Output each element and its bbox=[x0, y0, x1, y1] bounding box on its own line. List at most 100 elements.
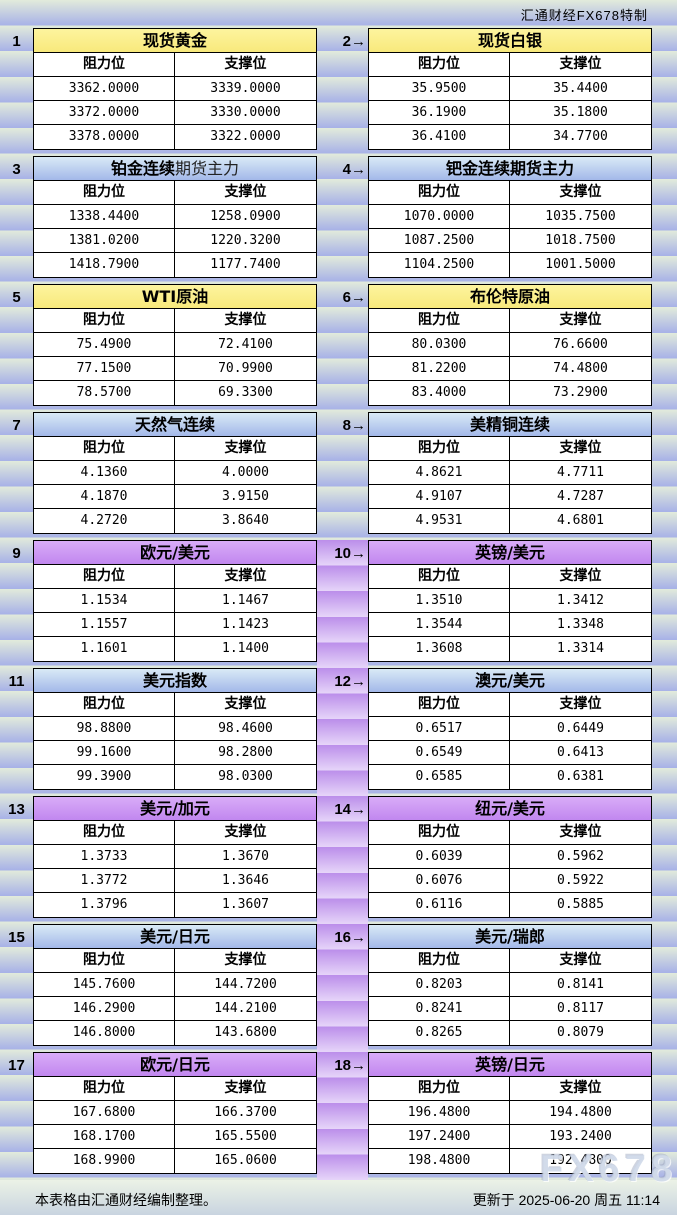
panel-pair-row: 3 铂金连续期货主力 阻力位 支撑位 1338.4400 1258.0900 1… bbox=[0, 156, 677, 284]
panel-pair-row: 13 美元/加元 阻力位 支撑位 1.3733 1.3670 1.3772 1.… bbox=[0, 796, 677, 924]
value-cell: 1.1467 bbox=[175, 589, 316, 613]
value-cell: 0.8117 bbox=[510, 997, 651, 1021]
col-header-support: 支撑位 bbox=[510, 437, 651, 461]
value-cell: 1.3510 bbox=[369, 589, 510, 613]
value-cell: 0.6381 bbox=[510, 765, 651, 789]
value-cell: 0.5962 bbox=[510, 845, 651, 869]
value-cell: 0.6039 bbox=[369, 845, 510, 869]
value-cell: 1035.7500 bbox=[510, 205, 651, 229]
panel-title: 英镑/日元 bbox=[368, 1052, 652, 1077]
panel-pair-row: 5 WTI原油 阻力位 支撑位 75.4900 72.4100 77.1500 … bbox=[0, 284, 677, 412]
value-cell: 1.1557 bbox=[34, 613, 175, 637]
gutter: 10→ bbox=[317, 540, 368, 668]
panel-title: WTI原油 bbox=[33, 284, 317, 309]
col-header-support: 支撑位 bbox=[510, 1077, 651, 1101]
gutter: 14→ bbox=[317, 796, 368, 924]
value-cell: 0.8265 bbox=[369, 1021, 510, 1045]
col-header-resistance: 阻力位 bbox=[369, 693, 510, 717]
panel-number-right: 2→ bbox=[342, 33, 366, 50]
value-cell: 168.9900 bbox=[34, 1149, 175, 1173]
panel-title: 布伦特原油 bbox=[368, 284, 652, 309]
value-cell: 80.0300 bbox=[369, 333, 510, 357]
value-cell: 1381.0200 bbox=[34, 229, 175, 253]
value-cell: 1.3646 bbox=[175, 869, 316, 893]
col-header-resistance: 阻力位 bbox=[34, 821, 175, 845]
value-cell: 3378.0000 bbox=[34, 125, 175, 149]
value-cell: 77.1500 bbox=[34, 357, 175, 381]
col-header-resistance: 阻力位 bbox=[369, 821, 510, 845]
instrument-panel: 欧元/美元 阻力位 支撑位 1.1534 1.1467 1.1557 1.142… bbox=[33, 540, 317, 662]
value-cell: 36.1900 bbox=[369, 101, 510, 125]
col-header-support: 支撑位 bbox=[510, 53, 651, 77]
value-cell: 98.2800 bbox=[175, 741, 316, 765]
col-header-support: 支撑位 bbox=[510, 693, 651, 717]
value-cell: 193.2400 bbox=[510, 1125, 651, 1149]
value-cell: 3.9150 bbox=[175, 485, 316, 509]
value-cell: 0.8241 bbox=[369, 997, 510, 1021]
panel-title: 美元/加元 bbox=[33, 796, 317, 821]
panel-title: 钯金连续期货主力 bbox=[368, 156, 652, 181]
col-header-resistance: 阻力位 bbox=[369, 565, 510, 589]
value-cell: 1.3608 bbox=[369, 637, 510, 661]
gutter: 6→ bbox=[317, 284, 368, 412]
panel-number-left: 15 bbox=[8, 929, 25, 946]
value-cell: 196.4800 bbox=[369, 1101, 510, 1125]
value-cell: 192.4800 bbox=[510, 1149, 651, 1173]
value-cell: 36.4100 bbox=[369, 125, 510, 149]
value-cell: 143.6800 bbox=[175, 1021, 316, 1045]
panel-title: 美元/日元 bbox=[33, 924, 317, 949]
value-cell: 1.3670 bbox=[175, 845, 316, 869]
levels-table: 阻力位 支撑位 1.3733 1.3670 1.3772 1.3646 1.37… bbox=[33, 821, 317, 918]
panel-number-right: 12→ bbox=[334, 673, 366, 690]
panel-number-right: 16→ bbox=[334, 929, 366, 946]
value-cell: 146.8000 bbox=[34, 1021, 175, 1045]
levels-table: 阻力位 支撑位 0.8203 0.8141 0.8241 0.8117 0.82… bbox=[368, 949, 652, 1046]
panel-title: 澳元/美元 bbox=[368, 668, 652, 693]
col-header-support: 支撑位 bbox=[175, 309, 316, 333]
value-cell: 4.7287 bbox=[510, 485, 651, 509]
instrument-panel: 美精铜连续 阻力位 支撑位 4.8621 4.7711 4.9107 4.728… bbox=[368, 412, 652, 534]
col-header-resistance: 阻力位 bbox=[369, 949, 510, 973]
value-cell: 35.9500 bbox=[369, 77, 510, 101]
panel-title: 美元/瑞郎 bbox=[368, 924, 652, 949]
col-header-resistance: 阻力位 bbox=[34, 309, 175, 333]
panel-number-right: 6→ bbox=[342, 289, 366, 306]
col-header-support: 支撑位 bbox=[175, 693, 316, 717]
panel-number-right: 4→ bbox=[342, 161, 366, 178]
col-header-resistance: 阻力位 bbox=[34, 181, 175, 205]
value-cell: 4.0000 bbox=[175, 461, 316, 485]
value-cell: 1.1400 bbox=[175, 637, 316, 661]
instrument-panel: 澳元/美元 阻力位 支撑位 0.6517 0.6449 0.6549 0.641… bbox=[368, 668, 652, 790]
instrument-panel: 铂金连续期货主力 阻力位 支撑位 1338.4400 1258.0900 138… bbox=[33, 156, 317, 278]
value-cell: 3339.0000 bbox=[175, 77, 316, 101]
levels-table: 阻力位 支撑位 4.1360 4.0000 4.1870 3.9150 4.27… bbox=[33, 437, 317, 534]
gutter: 2→ bbox=[317, 28, 368, 156]
value-cell: 1.3348 bbox=[510, 613, 651, 637]
value-cell: 165.0600 bbox=[175, 1149, 316, 1173]
gutter: 8→ bbox=[317, 412, 368, 540]
gutter: 18→ bbox=[317, 1052, 368, 1180]
levels-table: 阻力位 支撑位 3362.0000 3339.0000 3372.0000 33… bbox=[33, 53, 317, 150]
col-header-support: 支撑位 bbox=[175, 1077, 316, 1101]
col-header-resistance: 阻力位 bbox=[369, 309, 510, 333]
panel-number-left: 17 bbox=[8, 1057, 25, 1074]
col-header-support: 支撑位 bbox=[175, 949, 316, 973]
value-cell: 74.4800 bbox=[510, 357, 651, 381]
panel-title: 现货黄金 bbox=[33, 28, 317, 53]
col-header-resistance: 阻力位 bbox=[34, 693, 175, 717]
value-cell: 146.2900 bbox=[34, 997, 175, 1021]
levels-table: 阻力位 支撑位 98.8800 98.4600 99.1600 98.2800 … bbox=[33, 693, 317, 790]
value-cell: 98.0300 bbox=[175, 765, 316, 789]
col-header-resistance: 阻力位 bbox=[34, 53, 175, 77]
panel-number-left: 5 bbox=[12, 289, 21, 306]
value-cell: 0.6449 bbox=[510, 717, 651, 741]
panel-grid: 1 现货黄金 阻力位 支撑位 3362.0000 3339.0000 3372.… bbox=[0, 28, 677, 1180]
footer-source-note: 本表格由汇通财经编制整理。 bbox=[35, 1191, 217, 1208]
levels-table: 阻力位 支撑位 35.9500 35.4400 36.1900 35.1800 … bbox=[368, 53, 652, 150]
panel-pair-row: 11 美元指数 阻力位 支撑位 98.8800 98.4600 99.1600 … bbox=[0, 668, 677, 796]
panel-number-left: 11 bbox=[8, 673, 25, 690]
col-header-support: 支撑位 bbox=[175, 437, 316, 461]
value-cell: 76.6600 bbox=[510, 333, 651, 357]
value-cell: 198.4800 bbox=[369, 1149, 510, 1173]
